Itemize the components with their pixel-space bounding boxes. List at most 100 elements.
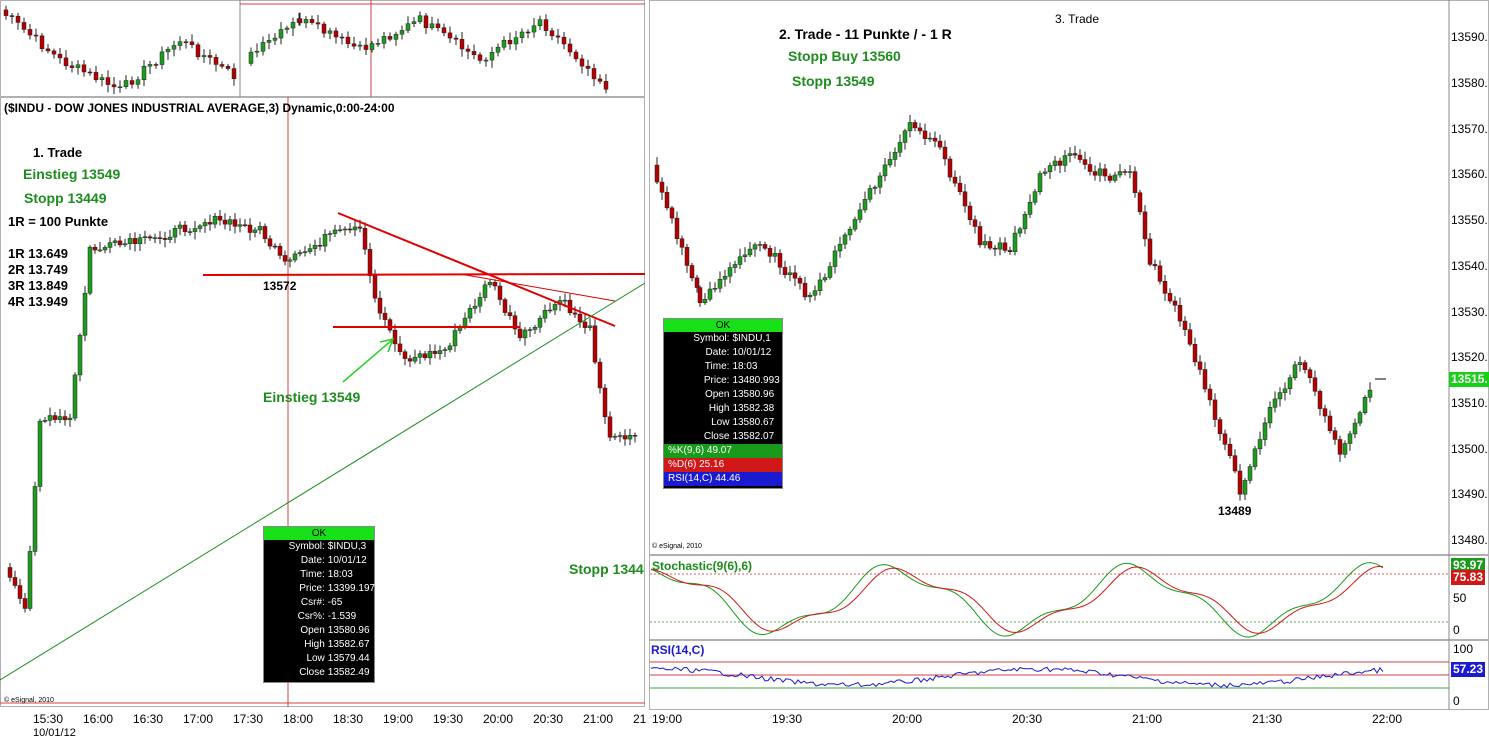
right-candle [1292,364,1298,378]
main-candle [267,238,273,247]
mini-candle [333,30,339,38]
mini-candle [195,44,201,58]
info-value: 13580.67 [732,417,775,428]
support-trendline [0,282,645,681]
right-candle [762,244,768,249]
trade1-target-3r: 3R 13.849 [8,278,68,293]
info-row: Open 13580.96 [664,388,782,402]
right-candle [847,228,853,236]
main-candle [322,233,328,247]
right-x-tick: 20:00 [892,712,923,726]
mini-candle [573,51,579,60]
right-candle [1257,439,1263,450]
right-candle [1072,153,1078,156]
main-candle [197,225,203,229]
info-value: 13582.49 [327,667,370,678]
main-candle [87,246,93,294]
main-candle [27,551,33,609]
right-candle [679,238,685,248]
right-candle [1082,159,1088,165]
main-candle [32,486,38,552]
stochastic-label: Stochastic(9(6),6) [652,559,753,573]
right-candle [1127,171,1133,173]
right-candle [727,267,733,277]
main-candle [142,236,148,238]
right-candle [1217,419,1223,435]
right-candle [912,122,918,129]
info-key: Close [299,667,325,678]
info-row: Low 13580.67 [664,416,782,430]
trade1-stop: Stopp 13449 [24,190,107,206]
right-candle [817,279,823,291]
right-candle [807,294,813,298]
main-candle [152,237,158,239]
info-key: Open [300,625,325,636]
mini-candle [45,48,51,52]
main-candle [262,226,268,240]
left-x-tick: 21:00 [583,712,614,726]
right-candle [1327,415,1333,431]
mini-candle [519,31,525,38]
mini-candle [501,39,507,48]
right-candle [822,277,828,281]
mini-candle [93,72,99,80]
right-candle [937,140,943,148]
right-x-tick: 19:30 [772,712,803,726]
right-candle [1047,165,1053,173]
main-candle [482,284,488,298]
right-candle [967,205,973,221]
info-row: Close 13582.07 [664,430,782,444]
main-candle [157,237,163,239]
trade2-stop-buy: Stopp Buy 13560 [788,48,901,64]
mini-candle [183,41,189,43]
mini-candle [411,21,417,24]
right-candle [852,219,858,230]
right-candle [1167,293,1173,302]
right-candle [1362,397,1368,413]
rsi-value: 57.23 [1451,662,1486,677]
right-candle [654,164,660,183]
mini-candle [357,44,363,47]
right-candle [712,287,718,290]
right-candle [1262,422,1268,440]
right-candle [947,158,953,178]
mini-candle [387,36,393,40]
main-candle [622,435,628,440]
mini-candle [591,68,597,80]
info-value: $INDU,3 [327,541,367,552]
left-x-tick: 17:30 [233,712,264,726]
right-y-tick: 13540. [1451,259,1488,273]
main-candle [602,387,608,418]
mini-candle [111,84,117,88]
main-candle [627,434,633,440]
rsi-tick-100: 100 [1453,642,1474,656]
info-key: Symbol: [693,333,730,344]
left-x-tick: 18:00 [283,712,314,726]
right-candle [1287,377,1293,390]
right-candle [742,254,748,257]
info-value: 13582.67 [327,639,370,650]
mini-candle [555,35,561,38]
right-candle [707,288,713,300]
right-candle [1182,320,1188,330]
main-candle [242,224,248,226]
info-value: 18:03 [327,569,353,580]
mini-candle [117,86,123,89]
right-candle [747,248,753,256]
mini-candle [219,64,225,67]
right-y-tick: 13480. [1451,533,1488,547]
main-candle [207,222,213,225]
info-value: -65 [327,597,343,608]
mini-candle [278,29,284,39]
main-candle [632,434,638,437]
main-candle [227,219,233,225]
main-candle [102,247,108,251]
stochastic-k-value: 93.97 [1451,558,1486,573]
right-candle [892,152,898,160]
mini-candle [327,30,333,34]
main-candle [467,308,473,319]
left-low-label: 13572 [263,279,297,293]
main-candle [357,226,363,229]
right-candle [1007,250,1013,252]
